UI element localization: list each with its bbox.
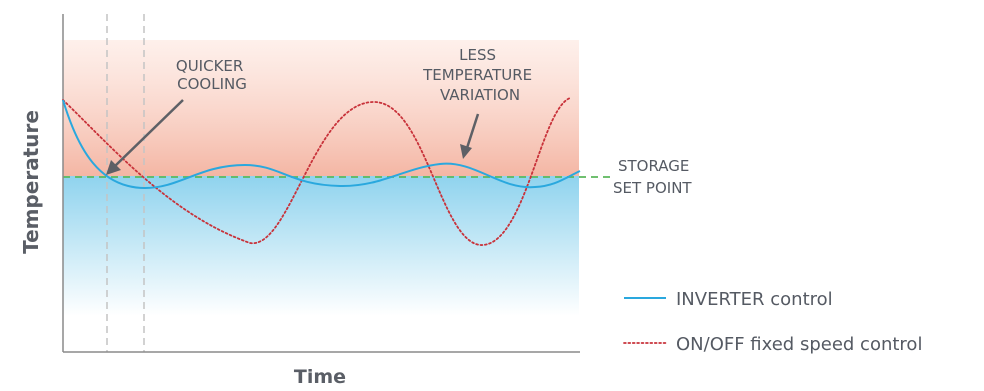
arrow-less-variation — [460, 113, 480, 159]
legend: INVERTER control ON/OFF fixed speed cont… — [623, 289, 922, 355]
annotation-quicker-line-1: QUICKER — [176, 57, 243, 75]
legend-label-inverter: INVERTER control — [676, 289, 833, 310]
annotation-quicker-cooling: QUICKER COOLING — [176, 57, 248, 93]
legend-label-onoff: ON/OFF fixed speed control — [676, 334, 922, 355]
annotation-less-variation: LESS TEMPERATURE VARIATION — [422, 46, 537, 104]
y-axis-title: Temperature — [19, 110, 43, 254]
warm-zone — [63, 40, 579, 176]
arrow-quicker-cooling — [106, 99, 184, 175]
annotation-variation-line-1: LESS — [459, 46, 496, 64]
annotation-variation-line-2: TEMPERATURE — [422, 66, 532, 84]
cool-zone — [63, 176, 579, 316]
set-point-label: STORAGE SET POINT — [613, 157, 694, 197]
annotation-quicker-line-2: COOLING — [177, 75, 247, 93]
set-point-label-line-1: STORAGE — [618, 157, 689, 175]
x-axis-title: Time — [294, 366, 346, 388]
series-inverter — [62, 99, 581, 190]
series-onoff — [62, 97, 571, 246]
annotation-variation-line-3: VARIATION — [440, 86, 520, 104]
set-point-label-line-2: SET POINT — [613, 179, 692, 197]
